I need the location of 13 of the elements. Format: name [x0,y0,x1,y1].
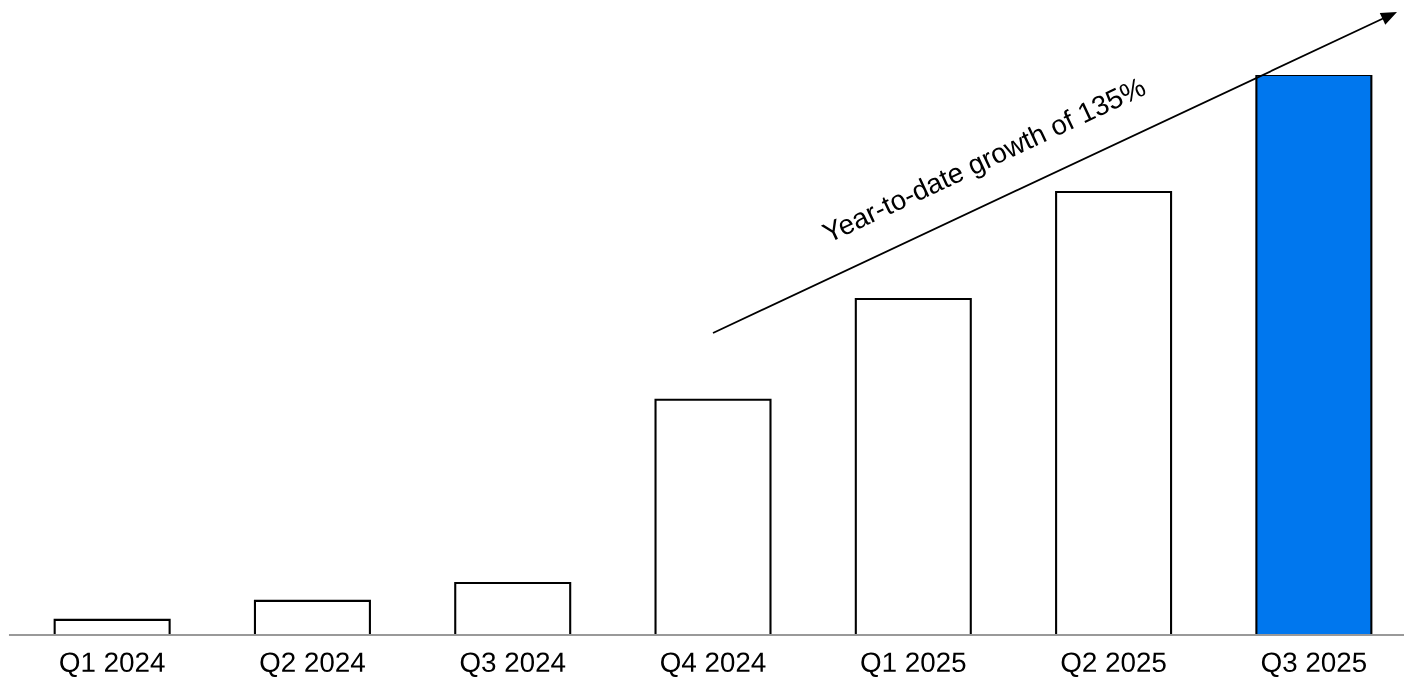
x-tick-label: Q3 2025 [1261,652,1366,678]
x-tick-label: Q3 2024 [460,652,566,678]
bar [654,398,772,635]
x-tick-label: Q2 2025 [1061,652,1166,678]
bar [53,618,171,635]
bar [454,581,572,635]
bar [1055,191,1173,635]
x-tick-label: Q2 2024 [260,652,365,678]
x-tick-label: Q4 2024 [661,652,766,678]
x-tick-label: Q1 2025 [861,652,966,678]
bar [253,599,371,635]
x-tick-label: Q1 2024 [60,652,165,678]
bar [854,297,972,635]
